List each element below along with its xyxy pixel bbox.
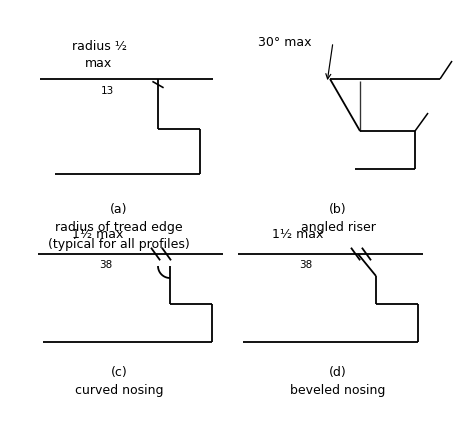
Text: curved nosing: curved nosing bbox=[75, 384, 163, 397]
Text: 1½ max: 1½ max bbox=[72, 228, 124, 241]
Text: 30° max: 30° max bbox=[258, 36, 311, 49]
Text: 1½ max: 1½ max bbox=[272, 228, 324, 241]
Text: 38: 38 bbox=[299, 260, 313, 270]
Text: radius ½: radius ½ bbox=[71, 39, 127, 53]
Text: max: max bbox=[85, 57, 113, 70]
Text: angled riser: angled riser bbox=[300, 221, 376, 234]
Text: (typical for all profiles): (typical for all profiles) bbox=[48, 238, 190, 251]
Text: 13: 13 bbox=[100, 86, 114, 96]
Text: (d): (d) bbox=[329, 366, 347, 378]
Text: (b): (b) bbox=[329, 203, 347, 216]
Text: radius of tread edge: radius of tread edge bbox=[55, 221, 183, 234]
Text: 38: 38 bbox=[99, 260, 113, 270]
Text: (c): (c) bbox=[110, 366, 128, 378]
Text: beveled nosing: beveled nosing bbox=[290, 384, 386, 397]
Text: (a): (a) bbox=[110, 203, 128, 216]
